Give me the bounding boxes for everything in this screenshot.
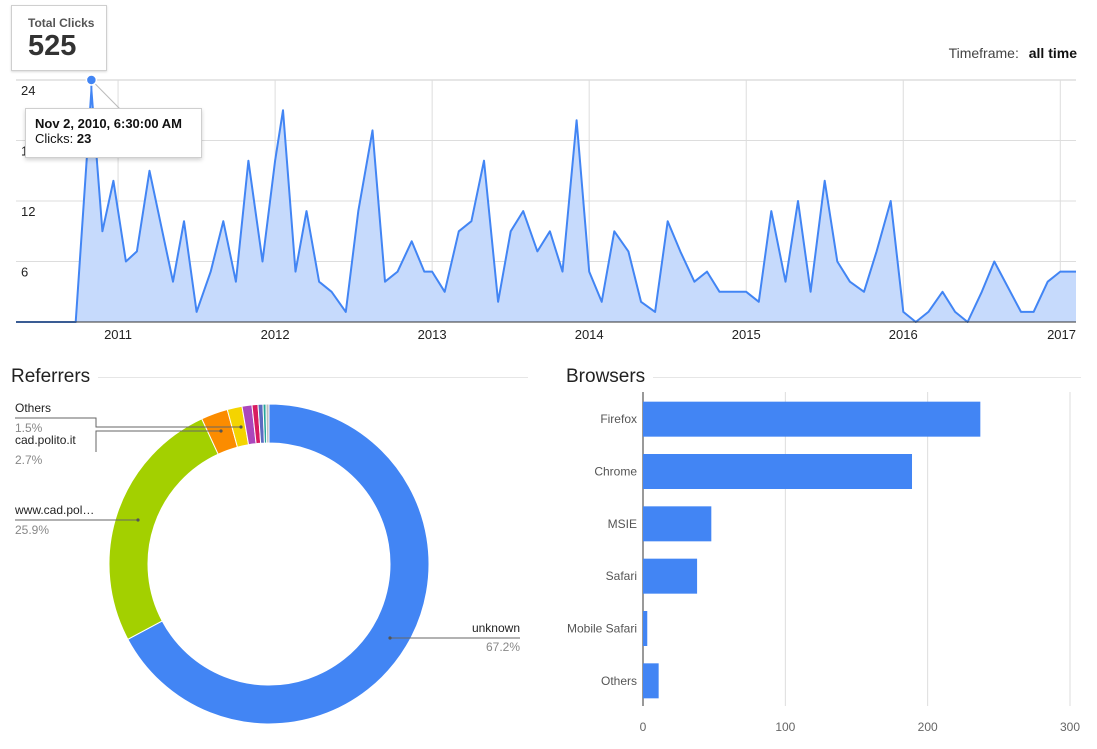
x-tick-label: 2017: [1047, 327, 1076, 342]
donut-label: Others: [15, 401, 51, 415]
browsers-rule: [566, 377, 1081, 378]
donut-leader-dot: [219, 429, 223, 433]
bar-category-label: Others: [601, 674, 637, 688]
donut-label: unknown: [472, 621, 520, 635]
x-tick-label: 2013: [418, 327, 447, 342]
donut-leader-line: [95, 430, 221, 452]
bar-x-tick-label: 100: [775, 720, 795, 734]
clicks-over-time-chart: 61218242011201220132014201520162017: [16, 74, 1076, 342]
bar-firefox: [643, 401, 981, 437]
clicks-line: [16, 89, 1076, 323]
total-clicks-value: 525: [28, 30, 77, 62]
y-tick-label: 6: [21, 265, 28, 280]
tooltip-pointer: [91, 79, 121, 110]
x-tick-label: 2014: [575, 327, 604, 342]
x-tick-label: 2015: [732, 327, 761, 342]
donut-label: cad.polito.it: [15, 433, 76, 447]
highlight-point: [85, 74, 98, 86]
donut-slice-1: [127, 403, 430, 725]
tooltip-clicks-value: 23: [76, 131, 92, 146]
bar-x-tick-label: 300: [1060, 720, 1080, 734]
donut-percent-label: 25.9%: [15, 523, 49, 537]
donut-leader-line: [15, 417, 241, 428]
browsers-title: Browsers: [566, 366, 654, 388]
timeframe-selector[interactable]: Timeframe: all time: [949, 45, 1077, 61]
referrers-donut-chart: unknown 67.2% www.cad.pol… 25.9% cad.polito.…: [14, 401, 520, 725]
y-tick-label: 24: [21, 83, 35, 98]
donut-percent-label: 1.5%: [15, 421, 43, 435]
y-tick-label: 12: [21, 204, 35, 219]
total-clicks-label: Total Clicks: [28, 16, 95, 30]
bar-category-label: Firefox: [600, 412, 637, 426]
tooltip-date: Nov 2, 2010, 6:30:00 AM: [35, 116, 182, 131]
donut-slice-9: [265, 403, 270, 444]
x-tick-label: 2011: [104, 327, 132, 342]
bar-safari: [643, 558, 698, 594]
x-tick-label: 2016: [889, 327, 918, 342]
bar-category-label: MSIE: [608, 517, 637, 531]
bar-others: [643, 663, 659, 699]
referrers-title: Referrers: [11, 366, 99, 388]
donut-leader-dot: [239, 425, 243, 429]
timeframe-value[interactable]: all time: [1028, 45, 1077, 61]
total-clicks-card: Total Clicks 525: [11, 5, 107, 71]
bar-x-tick-label: 0: [640, 720, 647, 734]
bar-category-label: Chrome: [594, 465, 637, 479]
tooltip-clicks: Clicks: 23: [35, 131, 192, 146]
donut-slice-2: [108, 418, 219, 640]
donut-label: www.cad.pol…: [14, 503, 94, 517]
browsers-bar-chart: 0 100 200 300 Firefox Chrome MSIE Safari Mobile …: [567, 392, 1080, 734]
donut-leader-dot: [388, 636, 392, 640]
donut-percent-label: 2.7%: [15, 453, 43, 467]
timeframe-label: Timeframe:: [948, 45, 1019, 61]
bar-mobile-safari: [643, 611, 648, 646]
bar-msie: [643, 506, 712, 542]
bar-chrome: [643, 454, 913, 489]
bar-category-label: Mobile Safari: [567, 622, 637, 636]
donut-leader-dot: [136, 518, 140, 522]
x-tick-label: 2012: [261, 327, 290, 342]
bar-x-tick-label: 200: [918, 720, 938, 734]
donut-percent-label: 67.2%: [486, 640, 520, 654]
referrers-rule: [11, 377, 528, 378]
bar-category-label: Safari: [606, 569, 637, 583]
clicks-area: [16, 90, 1076, 322]
chart-tooltip: Nov 2, 2010, 6:30:00 AM Clicks: 23: [25, 108, 202, 158]
tooltip-clicks-label: Clicks:: [35, 131, 74, 146]
